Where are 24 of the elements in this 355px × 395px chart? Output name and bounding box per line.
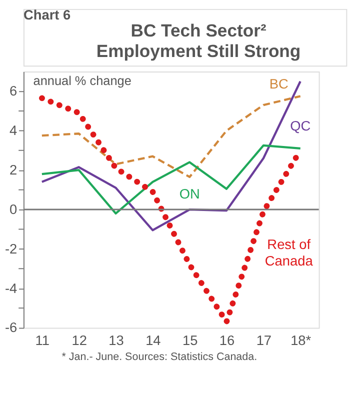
y-axis-title: annual % change bbox=[33, 73, 132, 88]
y-tick-label: 0 bbox=[9, 202, 18, 217]
x-tick-label: 14 bbox=[146, 332, 162, 348]
y-tick-label: 4 bbox=[9, 123, 18, 138]
x-tick-label: 18* bbox=[290, 332, 312, 348]
y-tick-label: -6 bbox=[4, 320, 18, 336]
y-tick-label: 6 bbox=[9, 84, 18, 99]
x-tick-label: 11 bbox=[35, 332, 50, 348]
y-tick-label: 2 bbox=[9, 162, 18, 178]
series-label: BC bbox=[269, 76, 288, 92]
caption: Chart 6 bbox=[23, 8, 72, 23]
x-tick-label: 15 bbox=[182, 332, 198, 348]
y-tick-label: -4 bbox=[4, 280, 18, 296]
x-tick-label: 13 bbox=[108, 332, 124, 348]
series-label: QC bbox=[290, 118, 311, 134]
line-series bbox=[40, 144, 302, 215]
series-label: Rest of Canada bbox=[264, 236, 314, 269]
x-tick-label: 17 bbox=[256, 332, 272, 348]
x-tick-label: 12 bbox=[72, 332, 87, 348]
series-label: ON bbox=[179, 186, 200, 202]
y-tick-label: -2 bbox=[4, 241, 18, 256]
text: * Jan.- June. Sources: Statistics Canada. bbox=[62, 351, 258, 364]
chart-title: BC Tech Sector² Employment Still Strong bbox=[96, 20, 301, 61]
x-tick-label: 16 bbox=[219, 332, 236, 348]
